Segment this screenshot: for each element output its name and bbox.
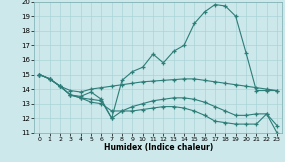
X-axis label: Humidex (Indice chaleur): Humidex (Indice chaleur) — [103, 143, 213, 152]
